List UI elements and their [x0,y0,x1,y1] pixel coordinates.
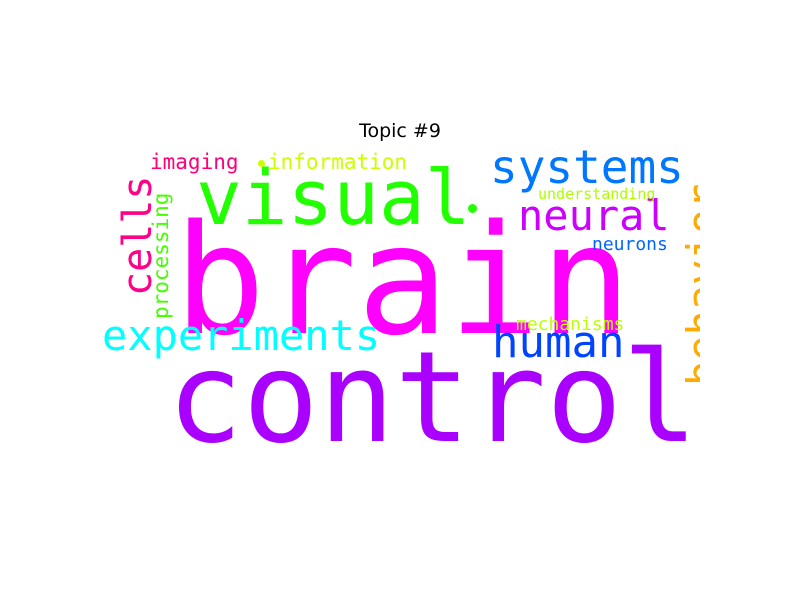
word-systems: systems [490,150,684,194]
word-behavior: behavior [678,183,700,386]
word-processing: processing [149,192,173,319]
word-neurons: neurons [592,234,668,255]
word-human: human [492,317,625,368]
dot-mark [258,160,265,167]
word-imaging: imaging [150,150,239,174]
word-experiments: experiments [102,311,381,360]
word-cloud: brain control visual systems neural expe… [100,150,700,450]
word-information: information [268,150,408,174]
word-understanding: understanding [538,185,656,203]
word-mechanisms: mechanisms [516,314,625,335]
word-neural: neural [518,191,670,240]
figure-title: Topic #9 [359,120,441,142]
word-brain: brain [174,192,632,369]
dot-mark [468,204,477,213]
word-control: control [167,324,699,451]
word-visual: visual [196,153,471,242]
